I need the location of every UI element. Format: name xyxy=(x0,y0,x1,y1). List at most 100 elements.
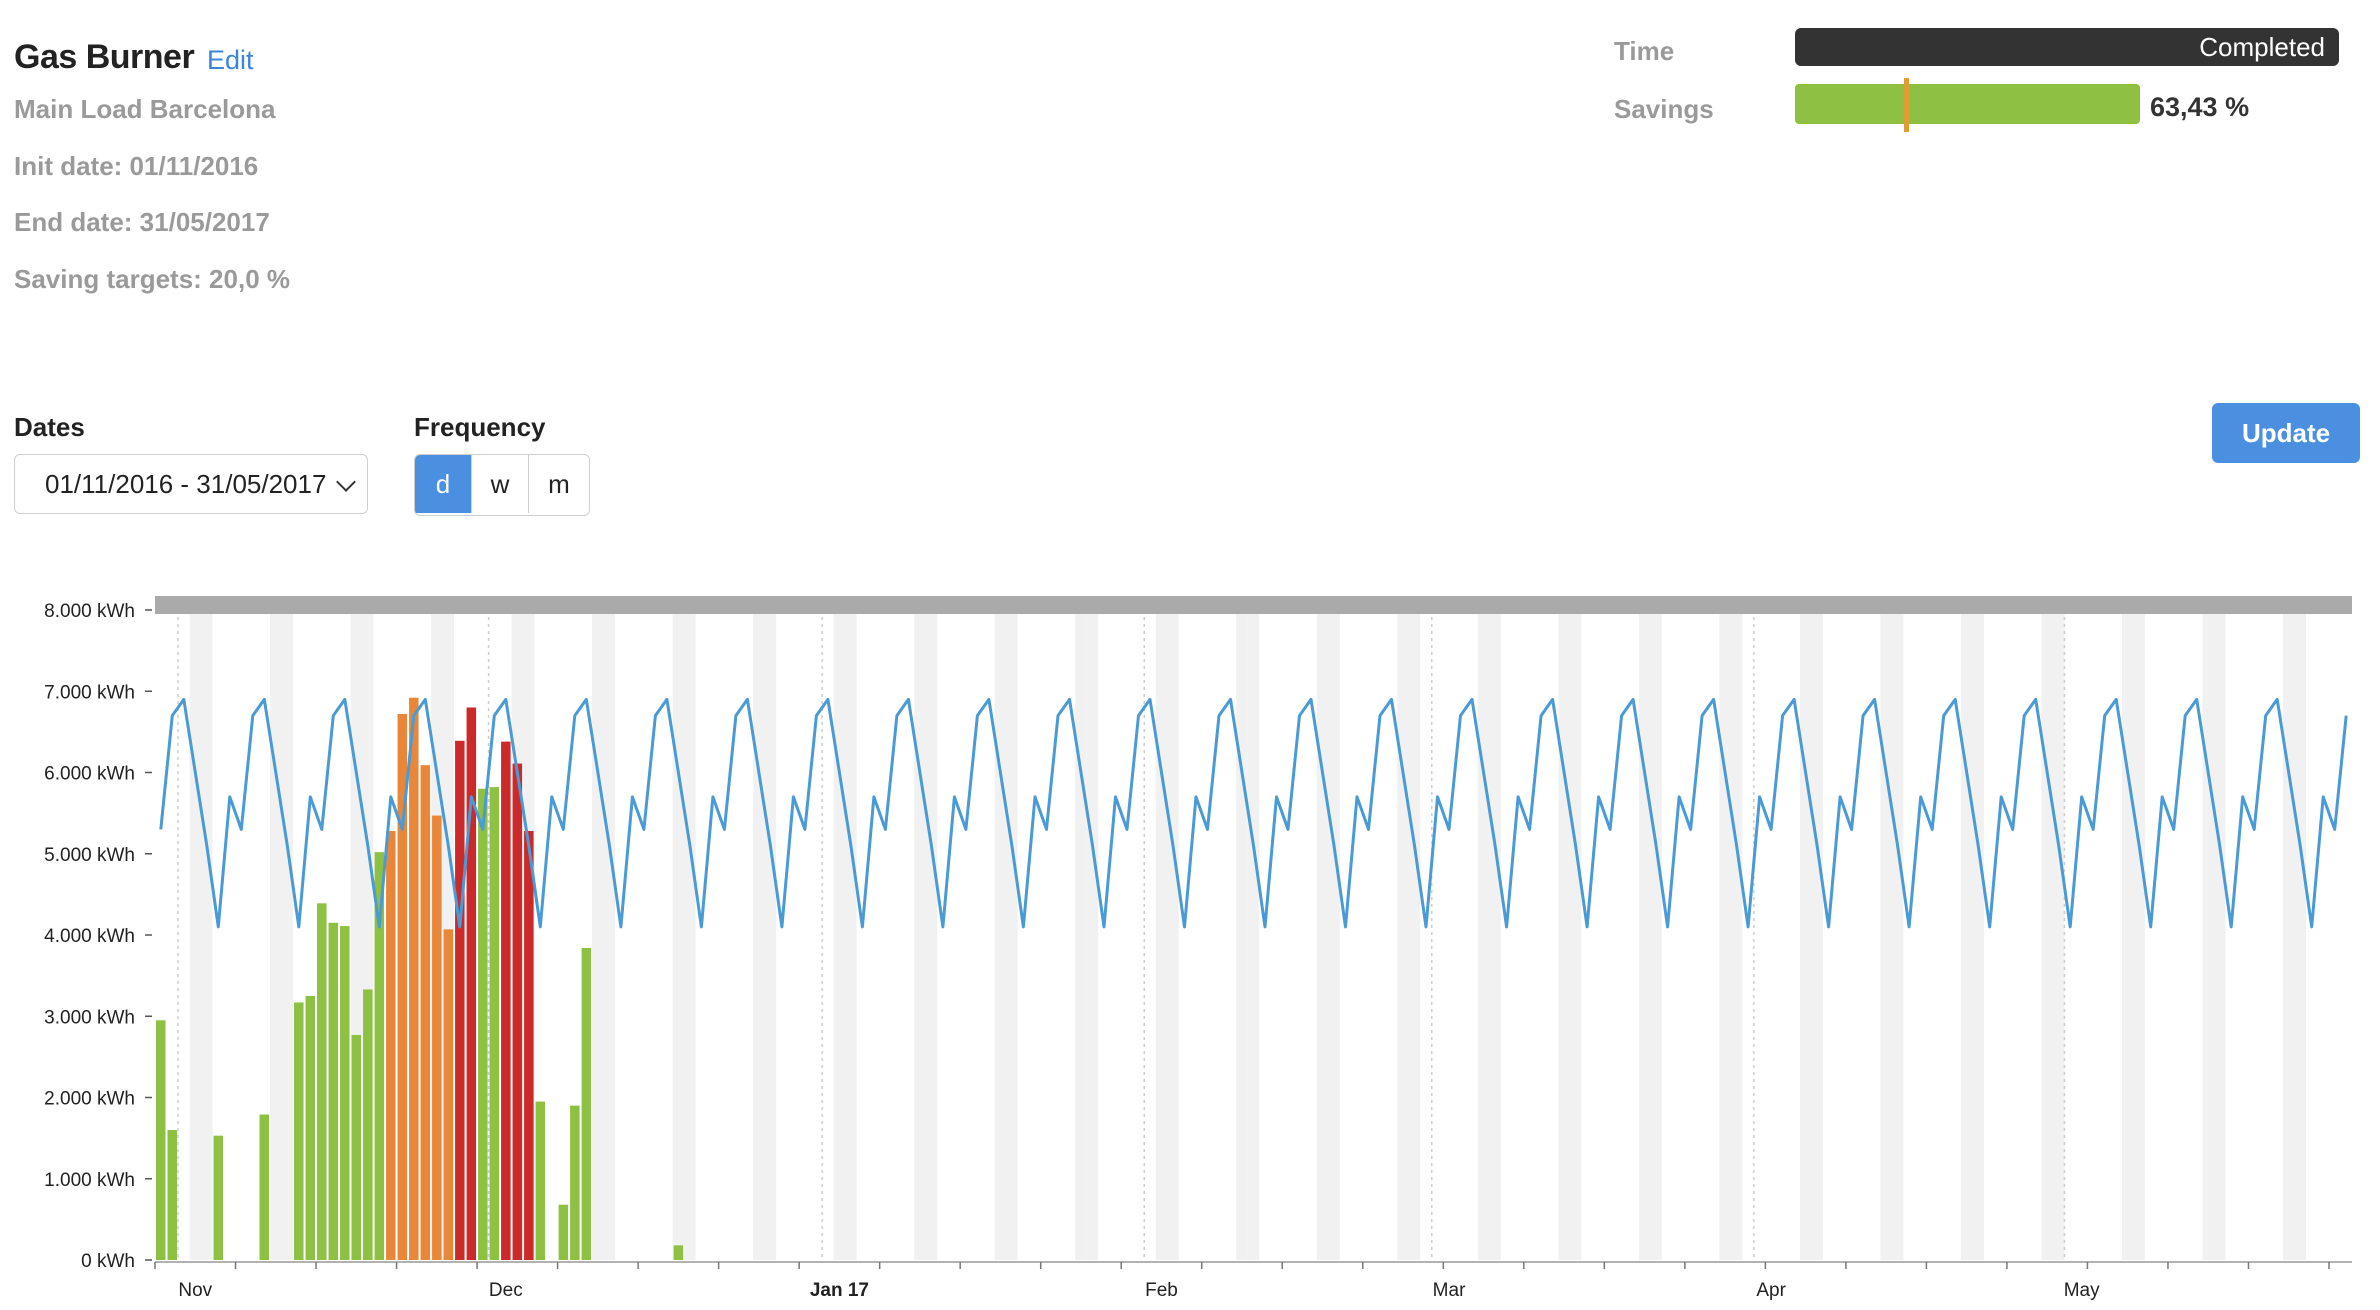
data-bar xyxy=(328,922,339,1260)
dates-label: Dates xyxy=(14,412,85,442)
end-date: End date: 31/05/2017 xyxy=(14,207,270,237)
frequency-monthly-button[interactable]: m xyxy=(528,455,589,513)
weekend-band xyxy=(201,610,213,1260)
weekend-band xyxy=(1155,610,1168,1260)
savings-label: Savings xyxy=(1614,94,1714,124)
weekend-band xyxy=(1006,610,1018,1260)
weekend-band xyxy=(925,610,938,1260)
weekend-band xyxy=(1719,610,1731,1260)
savings-percentage: 63,43 % xyxy=(2150,92,2250,122)
time-label: Time xyxy=(1614,36,1675,66)
frequency-daily-button[interactable]: d xyxy=(415,455,471,513)
data-bar xyxy=(374,852,385,1260)
data-bar xyxy=(478,788,488,1260)
data-bar xyxy=(673,1245,684,1260)
weekend-band xyxy=(1799,610,1812,1260)
data-bar xyxy=(455,740,465,1260)
data-bar xyxy=(581,948,592,1260)
weekend-band xyxy=(189,610,202,1260)
time-progress-bar: Completed xyxy=(1795,28,2339,66)
frequency-weekly-button[interactable]: w xyxy=(471,455,528,513)
x-tick-label: Feb xyxy=(1145,1280,1178,1301)
y-tick-label: 0 kWh xyxy=(81,1251,135,1272)
x-tick-label: Dec xyxy=(489,1280,523,1301)
subtitle: Main Load Barcelona xyxy=(14,94,276,124)
x-tick-label: Nov xyxy=(178,1280,212,1301)
consumption-chart: 0 kWh 1.000 kWh 2.000 kWh 3.000 kWh 4.000 kW… xyxy=(44,596,2352,1301)
date-range-value: 01/11/2016 - 31/05/2017 xyxy=(45,469,327,499)
data-bar xyxy=(409,697,419,1260)
weekend-band xyxy=(1558,610,1570,1260)
x-tick-label: Jan 17 xyxy=(810,1280,869,1301)
init-date: Init date: 01/11/2016 xyxy=(14,151,259,181)
data-bar xyxy=(512,763,523,1260)
weekend-band xyxy=(592,610,604,1260)
weekend-band xyxy=(1328,610,1340,1260)
weekend-band xyxy=(1972,610,1984,1260)
data-bar xyxy=(317,903,327,1260)
data-bar xyxy=(340,926,350,1260)
weekend-band xyxy=(1811,610,1823,1260)
y-tick-label: 3.000 kWh xyxy=(44,1007,135,1028)
y-tick-label: 5.000 kWh xyxy=(44,845,135,866)
data-bar xyxy=(420,765,431,1260)
weekend-band xyxy=(1730,610,1743,1260)
weekend-band xyxy=(914,610,926,1260)
savings-target-marker xyxy=(1904,78,1909,132)
weekend-band xyxy=(1075,610,1087,1260)
y-tick-label: 6.000 kWh xyxy=(44,764,135,785)
weekend-band xyxy=(1247,610,1260,1260)
x-tick-label: Mar xyxy=(1433,1280,1466,1301)
y-tick-label: 4.000 kWh xyxy=(44,926,135,947)
weekend-band xyxy=(1086,610,1099,1260)
date-range-select[interactable]: 01/11/2016 - 31/05/2017 xyxy=(14,454,368,514)
data-bar xyxy=(397,714,408,1260)
data-bar xyxy=(259,1114,270,1260)
data-bar xyxy=(489,787,500,1260)
data-bar xyxy=(351,1034,362,1260)
chart-range-band xyxy=(155,596,2352,614)
weekend-band xyxy=(270,610,282,1260)
weekend-band xyxy=(764,610,777,1260)
baseline-series-line xyxy=(159,697,2348,929)
weekend-band xyxy=(1880,610,1892,1260)
weekend-band xyxy=(2052,610,2065,1260)
data-bar xyxy=(363,989,373,1260)
data-bar xyxy=(167,1130,178,1260)
data-bar xyxy=(535,1101,546,1260)
data-bar xyxy=(386,831,396,1260)
x-tick-label: Apr xyxy=(1756,1280,1786,1301)
weekend-band xyxy=(350,610,363,1260)
time-status: Completed xyxy=(2199,32,2325,62)
weekend-band xyxy=(1167,610,1179,1260)
y-tick-label: 2.000 kWh xyxy=(44,1089,135,1110)
update-button[interactable]: Update xyxy=(2212,403,2360,463)
weekend-band xyxy=(833,610,846,1260)
weekend-band xyxy=(2294,610,2306,1260)
y-tick-label: 1.000 kWh xyxy=(44,1170,135,1191)
data-bar xyxy=(305,995,316,1260)
savings-progress-bar xyxy=(1795,84,2140,124)
weekend-band xyxy=(2213,610,2226,1260)
weekend-band xyxy=(2041,610,2053,1260)
y-tick-label: 8.000 kWh xyxy=(44,601,135,622)
weekend-band xyxy=(2133,610,2145,1260)
data-bar xyxy=(501,741,511,1260)
saving-targets: Saving targets: 20,0 % xyxy=(14,264,290,294)
weekend-band xyxy=(994,610,1007,1260)
weekend-band xyxy=(1960,610,1973,1260)
weekend-band xyxy=(672,610,685,1260)
weekend-band xyxy=(362,610,374,1260)
weekend-band xyxy=(1397,610,1409,1260)
page-title: Gas Burner xyxy=(14,38,195,76)
data-bar xyxy=(466,707,477,1260)
weekend-band xyxy=(845,610,857,1260)
y-tick-label: 7.000 kWh xyxy=(44,682,135,703)
weekend-band xyxy=(1891,610,1904,1260)
weekend-band xyxy=(1638,610,1651,1260)
frequency-toggle: d w m xyxy=(414,454,590,516)
edit-link[interactable]: Edit xyxy=(207,45,254,75)
weekend-band xyxy=(1316,610,1329,1260)
data-bar xyxy=(213,1135,224,1260)
data-bar xyxy=(570,1105,580,1260)
